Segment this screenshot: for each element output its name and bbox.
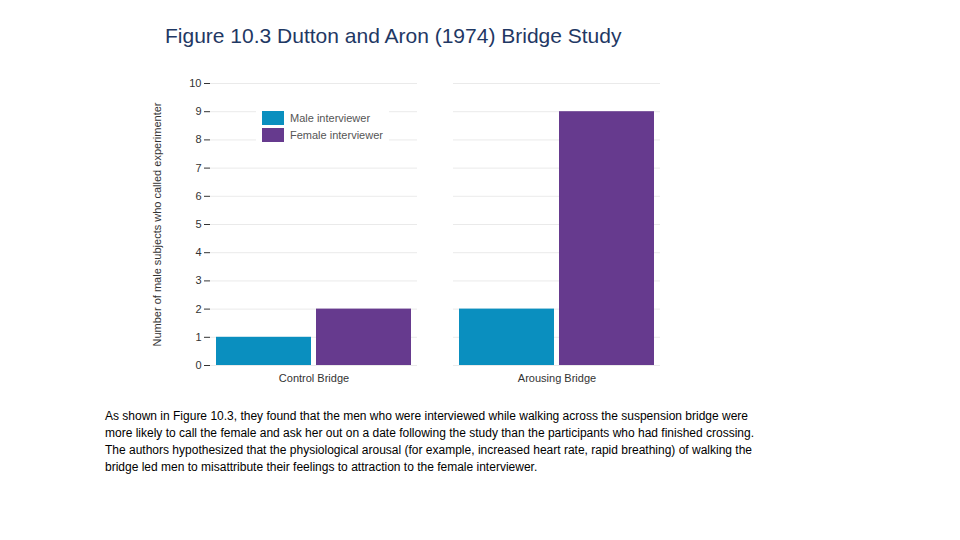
svg-text:5: 5 bbox=[195, 218, 201, 230]
svg-text:Number of male subjects who ca: Number of male subjects who called exper… bbox=[151, 102, 163, 346]
svg-text:Arousing Bridge: Arousing Bridge bbox=[518, 372, 596, 384]
svg-text:6: 6 bbox=[195, 190, 201, 202]
html-text:Figure 10.3 Dutton and Aron (1: Figure 10.3 Dutton and Aron (1974) Bridg… bbox=[165, 24, 622, 47]
svg-text:9: 9 bbox=[195, 105, 201, 117]
svg-text:7: 7 bbox=[195, 162, 201, 174]
svg-text:4: 4 bbox=[195, 246, 201, 258]
html-text:As shown in Figure 10.3, they: As shown in Figure 10.3, they found that… bbox=[105, 409, 754, 474]
svg-text:Control Bridge: Control Bridge bbox=[279, 372, 349, 384]
svg-text:1: 1 bbox=[195, 331, 201, 343]
svg-text:10: 10 bbox=[189, 77, 201, 89]
svg-text:8: 8 bbox=[195, 133, 201, 145]
html-text:Male interviewer: Male interviewer bbox=[290, 112, 371, 124]
html-text:Female interviewer: Female interviewer bbox=[290, 129, 383, 141]
svg-text:3: 3 bbox=[195, 274, 201, 286]
svg-text:0: 0 bbox=[195, 359, 201, 371]
svg-text:2: 2 bbox=[195, 303, 201, 315]
